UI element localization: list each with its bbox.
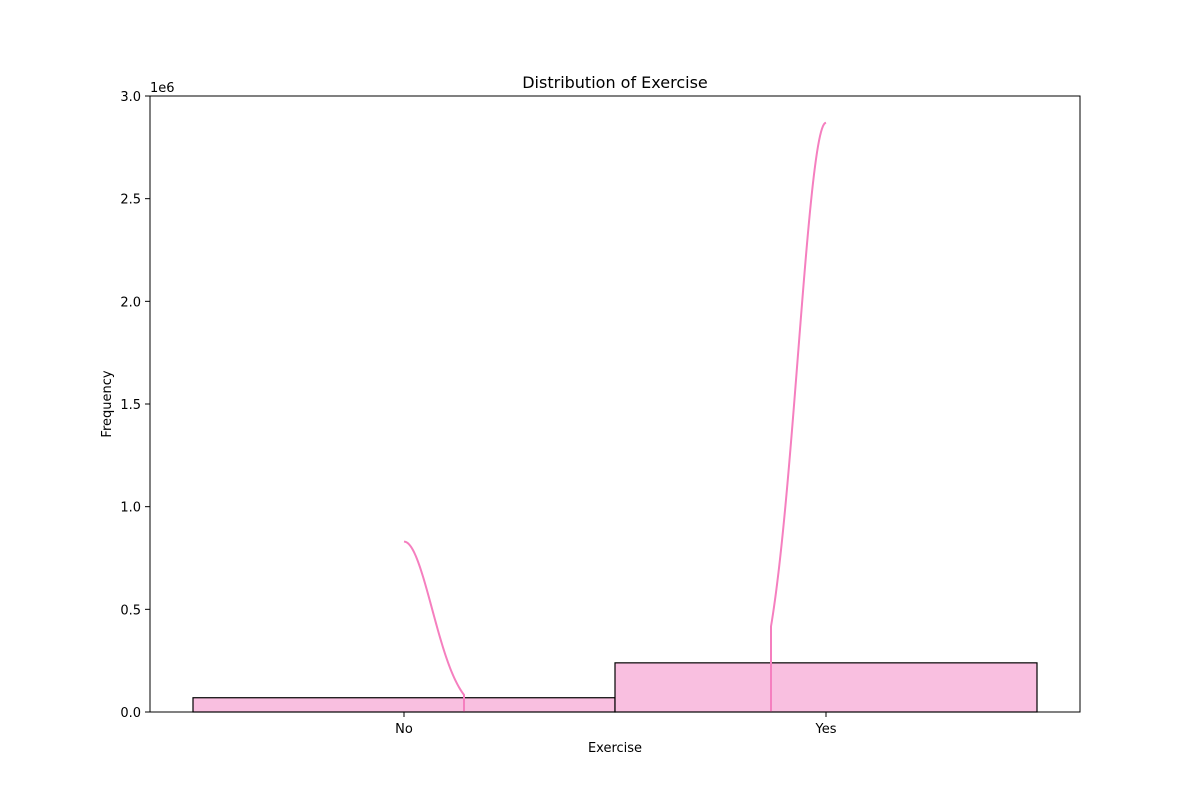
y-tick-label: 0.0 [120,706,141,721]
y-tick-label: 1.0 [120,501,141,516]
y-tick-label: 2.5 [120,193,141,208]
bar-no [192,697,616,713]
x-axis: No Yes [395,712,837,737]
y-tick-label: 2.0 [120,295,141,310]
y-tick-label: 1.5 [120,398,141,413]
plot-frame [149,95,1081,713]
y-tick-label: 0.5 [120,603,141,618]
kde-curve-no [403,540,465,712]
x-tick-label-yes: Yes [815,722,837,737]
y-axis-label: Frequency [100,370,115,437]
kde-curve-yes [770,121,827,712]
x-tick-label-no: No [395,722,413,737]
bar-yes [614,662,1038,713]
bars [192,662,1038,713]
chart-title: Distribution of Exercise [522,73,708,92]
kde-curves [403,121,827,712]
x-axis-label: Exercise [588,741,642,756]
y-offset-text: 1e6 [150,81,175,96]
y-tick-label: 3.0 [120,90,141,105]
y-axis: 0.0 0.5 1.0 1.5 2.0 2.5 3.0 [120,90,150,721]
